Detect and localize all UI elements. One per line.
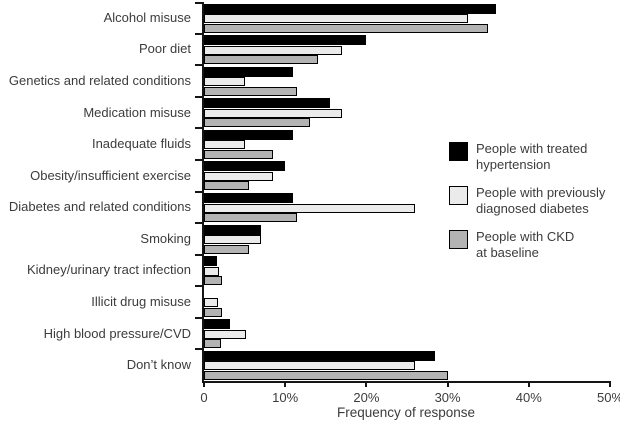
bar-smoking-people-with-ckd-at-baseline: [204, 244, 249, 254]
bar-obesity-insufficient-exercise-people-with-ckd-at-baseline: [204, 181, 249, 191]
bar-genetics-and-related-conditions-people-with-previously-diagnosed-diabetes: [204, 77, 245, 87]
y-axis-tick: [195, 158, 202, 161]
category-label-medication-misuse: Medication misuse: [83, 104, 191, 120]
x-axis-tick: [446, 381, 449, 387]
bar-poor-diet-people-with-treated-hypertension: [204, 35, 367, 46]
y-axis-tick: [195, 32, 202, 35]
bar-medication-misuse-people-with-previously-diagnosed-diabetes: [204, 108, 343, 118]
x-axis-tick-label: 30%: [434, 390, 461, 405]
y-axis-category-labels: Alcohol misuse Poor diet Genetics and rela…: [0, 2, 196, 381]
y-axis-tick: [195, 253, 202, 256]
bar-genetics-and-related-conditions-people-with-treated-hypertension: [204, 66, 294, 77]
category-label-don-t-know: Don’t know: [126, 357, 191, 373]
y-axis-tick: [195, 2, 202, 4]
bar-illicit-drug-misuse-people-with-previously-diagnosed-diabetes: [204, 298, 218, 308]
bar-medication-misuse-people-with-treated-hypertension: [204, 98, 330, 109]
legend-item-diagnosed-diabetes: People with previously diagnosed diabete…: [449, 185, 605, 216]
legend-label: People with treated hypertension: [476, 141, 587, 172]
x-axis-tick: [609, 381, 611, 387]
bar-don-t-know-people-with-ckd-at-baseline: [204, 370, 448, 380]
bar-inadequate-fluids-people-with-previously-diagnosed-diabetes: [204, 140, 245, 150]
bar-inadequate-fluids-people-with-treated-hypertension: [204, 129, 294, 140]
bar-genetics-and-related-conditions-people-with-ckd-at-baseline: [204, 86, 298, 96]
bar-high-blood-pressure-cvd-people-with-treated-hypertension: [204, 319, 230, 330]
bar-obesity-insufficient-exercise-people-with-treated-hypertension: [204, 161, 286, 172]
x-axis-tick: [365, 381, 368, 387]
y-axis-tick: [195, 64, 202, 67]
bar-inadequate-fluids-people-with-ckd-at-baseline: [204, 149, 274, 159]
bar-diabetes-and-related-conditions-people-with-treated-hypertension: [204, 193, 294, 203]
category-label-kidney-urinary-tract-infection: Kidney/urinary tract infection: [26, 262, 191, 278]
y-axis-tick: [195, 316, 202, 319]
plot-area: 0 10% 20% 30% 40% 50%: [195, 2, 620, 405]
legend-label: People with previously diagnosed diabete…: [476, 185, 605, 216]
y-axis-tick: [195, 348, 202, 351]
legend-item-ckd-baseline: People with CKD at baseline: [449, 229, 605, 260]
bar-kidney-urinary-tract-infection-people-with-previously-diagnosed-diabetes: [204, 266, 219, 276]
legend-item-treated-hypertension: People with treated hypertension: [449, 141, 605, 172]
legend-label-line2: diagnosed diabetes: [476, 200, 589, 216]
x-axis-tick: [284, 381, 287, 387]
x-axis-tick-label: 20%: [353, 390, 380, 405]
legend-label-line2: at baseline: [476, 244, 539, 260]
x-axis-tick: [203, 381, 205, 387]
x-axis-tick-label: 10%: [272, 390, 299, 405]
legend-label-line1: People with treated: [476, 141, 588, 156]
y-axis-tick: [195, 222, 202, 225]
category-label-smoking: Smoking: [140, 230, 191, 246]
bar-smoking-people-with-previously-diagnosed-diabetes: [204, 235, 261, 245]
x-axis-tick-label: 40%: [515, 390, 542, 405]
legend-label-line2: hypertension: [476, 156, 551, 172]
category-label-diabetes-and-related-conditions: Diabetes and related conditions: [8, 199, 191, 215]
y-axis-tick: [195, 95, 202, 98]
category-label-high-blood-pressure-cvd: High blood pressure/CVD: [43, 325, 191, 341]
y-axis-tick: [195, 285, 202, 288]
x-axis-tick-label: 0: [200, 390, 208, 405]
legend-swatch-gray: [449, 230, 468, 249]
bar-don-t-know-people-with-treated-hypertension: [204, 350, 436, 361]
y-axis-tick: [195, 190, 202, 193]
x-axis-tick: [527, 381, 530, 387]
bar-high-blood-pressure-cvd-people-with-ckd-at-baseline: [204, 339, 222, 349]
bar-illicit-drug-misuse-people-with-ckd-at-baseline: [204, 307, 222, 317]
bar-diabetes-and-related-conditions-people-with-previously-diagnosed-diabetes: [204, 203, 416, 213]
bar-medication-misuse-people-with-ckd-at-baseline: [204, 118, 310, 128]
bar-alcohol-misuse-people-with-treated-hypertension: [204, 3, 497, 14]
category-label-alcohol-misuse: Alcohol misuse: [103, 9, 191, 25]
bar-poor-diet-people-with-previously-diagnosed-diabetes: [204, 45, 343, 55]
x-axis-tick-label: 50%: [596, 390, 620, 405]
bar-high-blood-pressure-cvd-people-with-previously-diagnosed-diabetes: [204, 329, 247, 339]
legend-swatch-black: [449, 142, 468, 161]
bar-obesity-insufficient-exercise-people-with-previously-diagnosed-diabetes: [204, 171, 274, 181]
bar-don-t-know-people-with-previously-diagnosed-diabetes: [204, 361, 416, 371]
bar-kidney-urinary-tract-infection-people-with-ckd-at-baseline: [204, 276, 222, 286]
x-axis-title: Frequency of response: [336, 405, 476, 420]
legend: People with treated hypertension People …: [449, 141, 605, 273]
bar-alcohol-misuse-people-with-ckd-at-baseline: [204, 23, 489, 33]
bar-kidney-urinary-tract-infection-people-with-treated-hypertension: [204, 256, 217, 267]
category-label-illicit-drug-misuse: Illicit drug misuse: [91, 294, 191, 310]
legend-label-line1: People with CKD: [476, 229, 575, 244]
legend-swatch-light: [449, 186, 468, 205]
bar-diabetes-and-related-conditions-people-with-ckd-at-baseline: [204, 213, 298, 222]
y-axis-tick: [195, 127, 202, 130]
legend-label: People with CKD at baseline: [476, 229, 574, 260]
category-label-poor-diet: Poor diet: [138, 41, 191, 57]
category-label-obesity-insufficient-exercise: Obesity/insufficient exercise: [30, 167, 191, 183]
category-label-inadequate-fluids: Inadequate fluids: [91, 136, 191, 152]
category-label-genetics-and-related-conditions: Genetics and related conditions: [8, 72, 191, 88]
bar-smoking-people-with-treated-hypertension: [204, 224, 261, 235]
bar-alcohol-misuse-people-with-previously-diagnosed-diabetes: [204, 14, 468, 23]
legend-label-line1: People with previously: [476, 185, 606, 200]
bar-poor-diet-people-with-ckd-at-baseline: [204, 55, 318, 65]
